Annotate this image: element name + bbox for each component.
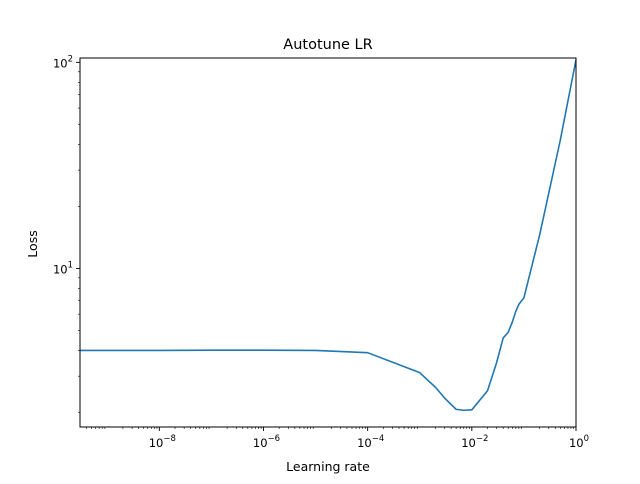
x-tick-label: 10−2 (461, 434, 488, 450)
x-tick-label: 10−4 (357, 434, 384, 450)
loss-series-line (80, 59, 576, 412)
plot-area (80, 59, 576, 412)
x-axis-label: Learning rate (286, 459, 370, 474)
axis-ticks: 10−8 10−6 10−4 10−2 100 101 102 (53, 54, 589, 450)
axes-frame (79, 57, 577, 428)
y-tick-label: 101 (53, 260, 73, 276)
y-tick-label: 102 (53, 54, 73, 70)
chart-title: Autotune LR (283, 37, 372, 53)
x-tick-label: 100 (569, 434, 589, 450)
x-tick-label: 10−8 (149, 434, 176, 450)
y-axis-label: Loss (25, 230, 40, 257)
x-tick-label: 10−6 (253, 434, 280, 450)
